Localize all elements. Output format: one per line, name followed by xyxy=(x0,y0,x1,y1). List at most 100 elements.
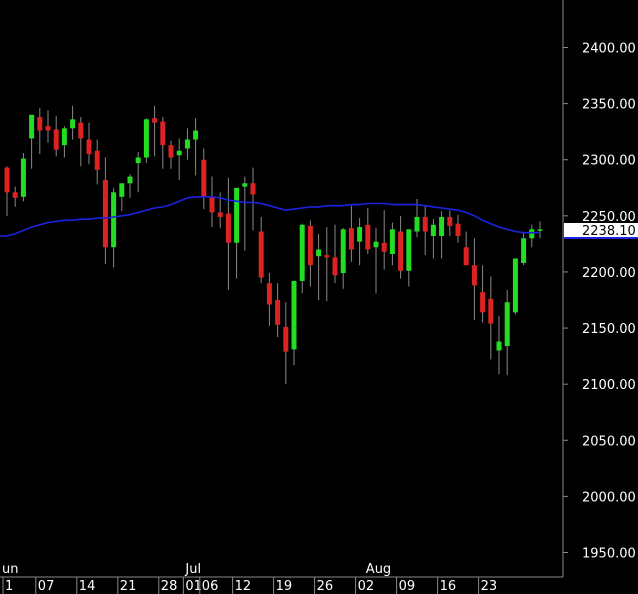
y-tick-label: 2200.00 xyxy=(582,266,636,281)
candle xyxy=(135,151,141,193)
candle xyxy=(512,258,518,315)
candle-body-up xyxy=(529,229,535,239)
candle xyxy=(176,138,182,180)
candle-body-up xyxy=(439,216,445,237)
candle xyxy=(209,176,215,228)
candle-body-up xyxy=(234,187,240,243)
candle-body-down xyxy=(4,167,10,193)
x-tick-label: 21 xyxy=(120,579,137,594)
candle-body-down xyxy=(480,292,486,313)
candle-body-up xyxy=(29,114,35,139)
candle-body-down xyxy=(258,231,264,278)
candle-body-up xyxy=(340,229,346,274)
candle xyxy=(488,276,494,360)
candle xyxy=(53,115,59,157)
candle xyxy=(307,220,313,287)
candle xyxy=(340,228,346,289)
x-tick-label: 1 xyxy=(5,579,13,594)
candle xyxy=(422,205,428,256)
candle xyxy=(201,148,207,210)
candle xyxy=(119,183,125,212)
candle-body-down xyxy=(463,247,469,266)
candle-body-down xyxy=(37,117,43,131)
y-tick-label: 2400.00 xyxy=(582,42,636,57)
candle-body-up xyxy=(357,227,363,242)
candle xyxy=(504,289,510,376)
candle-body-up xyxy=(406,229,412,271)
candle xyxy=(537,221,543,239)
candle xyxy=(357,218,363,266)
x-tick-label: 19 xyxy=(276,579,293,594)
candle xyxy=(496,315,502,375)
candle xyxy=(521,232,527,266)
candle xyxy=(324,227,330,302)
y-axis: 2400.00 2350.00 2300.00 2250.00 2200.00 2150.… xyxy=(563,42,636,562)
candle-body-up xyxy=(537,229,543,231)
x-tick-label: 01 xyxy=(185,579,202,594)
candle xyxy=(94,139,100,185)
candle xyxy=(12,186,18,207)
candle xyxy=(447,210,453,237)
candle xyxy=(127,174,133,198)
candle-body-down xyxy=(348,228,354,250)
moving-average-line xyxy=(0,196,540,237)
y-tick-label: 2050.00 xyxy=(582,434,636,449)
candle xyxy=(430,219,436,259)
candle-body-up xyxy=(373,241,379,248)
candle xyxy=(184,128,190,160)
candle xyxy=(111,187,117,268)
candle-body-up xyxy=(61,128,67,146)
candle-body-down xyxy=(455,223,461,237)
candle-body-up xyxy=(512,258,518,313)
x-tick-label: 16 xyxy=(440,579,457,594)
candle xyxy=(143,118,149,164)
candle xyxy=(455,214,461,243)
candle-body-up xyxy=(242,183,248,187)
last-price-label: 2238.10 xyxy=(582,224,636,239)
y-tick-label: 2350.00 xyxy=(582,98,636,113)
candle-body-down xyxy=(78,122,84,139)
candle-body-up xyxy=(430,224,436,237)
candle-body-down xyxy=(250,183,256,195)
y-tick-label: 1950.00 xyxy=(582,547,636,562)
candle-body-down xyxy=(275,300,281,325)
candle-body-down xyxy=(12,192,18,198)
candle xyxy=(225,177,231,290)
candle xyxy=(283,302,289,385)
candle-body-up xyxy=(176,150,182,156)
x-tick-label: 28 xyxy=(161,579,178,594)
candle-body-down xyxy=(332,257,338,276)
candle xyxy=(398,215,404,279)
candle xyxy=(406,229,412,287)
candle-body-down xyxy=(209,196,215,213)
candle-body-up xyxy=(521,238,527,263)
y-tick-label: 2300.00 xyxy=(582,154,636,169)
candle xyxy=(299,223,305,294)
candle-body-down xyxy=(160,121,166,146)
candle xyxy=(471,238,477,321)
candle xyxy=(45,110,51,143)
candle xyxy=(348,205,354,262)
candle xyxy=(29,114,35,169)
candle-body-down xyxy=(471,265,477,286)
candle-body-up xyxy=(143,119,149,158)
candle-body-down xyxy=(102,179,108,248)
candle xyxy=(70,105,76,140)
candle xyxy=(152,105,158,157)
candle xyxy=(275,283,281,338)
x-tick-label: 23 xyxy=(481,579,498,594)
candle-body-up xyxy=(291,280,297,350)
candle-body-up xyxy=(70,119,76,129)
candle-body-down xyxy=(86,139,92,155)
candle xyxy=(480,265,486,323)
candle-body-down xyxy=(152,118,158,123)
candle xyxy=(439,211,445,259)
candle xyxy=(529,224,535,248)
candle xyxy=(389,222,395,266)
candle-body-down xyxy=(266,283,272,305)
candle-body-up xyxy=(135,157,141,164)
candle-body-down xyxy=(168,145,174,158)
candle-body-up xyxy=(127,176,133,184)
candle-body-up xyxy=(20,158,26,197)
